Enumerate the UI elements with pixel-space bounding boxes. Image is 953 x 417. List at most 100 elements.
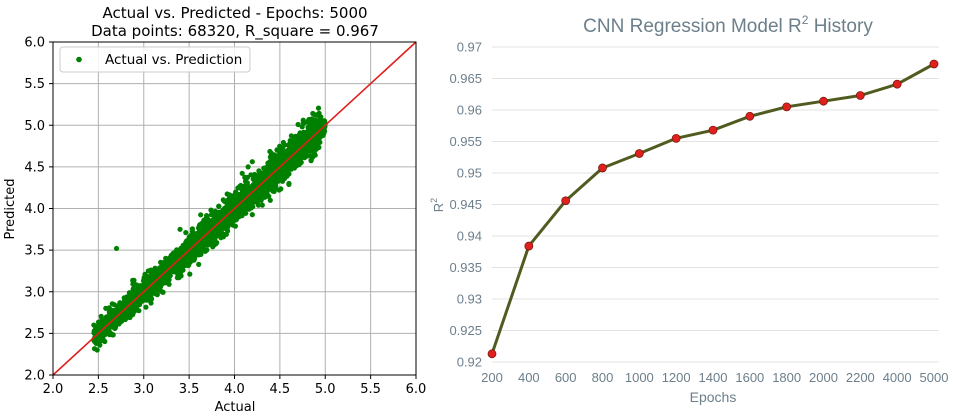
scatter-point bbox=[316, 112, 322, 118]
scatter-point bbox=[122, 315, 128, 321]
scatter-chart: Actual vs. Predicted - Epochs: 5000 Data… bbox=[3, 4, 426, 415]
line-chart-y-tick-label: 0.945 bbox=[449, 197, 482, 212]
line-chart-y-tick-label: 0.95 bbox=[457, 166, 482, 181]
scatter-point bbox=[202, 241, 208, 247]
r2-history-line bbox=[490, 62, 935, 355]
scatter-point bbox=[295, 121, 301, 128]
scatter-point bbox=[303, 133, 309, 139]
scatter-point bbox=[241, 183, 247, 189]
scatter-point bbox=[192, 252, 198, 258]
scatter-point bbox=[259, 202, 265, 208]
r2-data-point bbox=[819, 96, 828, 106]
scatter-y-tick-label: 5.0 bbox=[24, 119, 45, 134]
scatter-point bbox=[157, 268, 163, 274]
scatter-point bbox=[249, 212, 255, 218]
scatter-point bbox=[191, 234, 198, 240]
line-chart-x-tick-label: 400 bbox=[518, 370, 540, 385]
line-chart-y-ticks: 0.92 0.925 0.93 0.935 0.94 0.945 0.95 0.955 0.96… bbox=[449, 40, 482, 370]
scatter-point bbox=[145, 268, 151, 274]
scatter-point bbox=[286, 180, 292, 187]
scatter-point bbox=[186, 254, 192, 260]
scatter-point bbox=[271, 157, 277, 163]
scatter-point bbox=[245, 164, 251, 170]
scatter-point bbox=[280, 173, 286, 179]
line-chart-x-tick-label: 1000 bbox=[625, 370, 654, 385]
scatter-y-tick-label: 5.5 bbox=[24, 77, 45, 92]
scatter-point bbox=[141, 282, 147, 288]
scatter-point bbox=[249, 159, 255, 165]
scatter-point bbox=[275, 178, 281, 184]
scatter-point bbox=[260, 188, 266, 195]
scatter-x-tick-label: 3.0 bbox=[133, 382, 154, 397]
scatter-point bbox=[187, 271, 193, 277]
line-chart-x-tick-label: 2200 bbox=[846, 370, 875, 385]
scatter-point bbox=[208, 207, 214, 213]
scatter-point bbox=[228, 220, 234, 227]
r2-data-point bbox=[671, 133, 681, 143]
r2-data-point bbox=[634, 149, 644, 158]
scatter-x-tick-label: 4.0 bbox=[224, 382, 245, 397]
r2-history-markers bbox=[487, 59, 939, 359]
scatter-point bbox=[189, 229, 196, 235]
line-chart-x-tick-label: 800 bbox=[592, 370, 614, 385]
line-chart-y-tick-label: 0.94 bbox=[457, 229, 482, 244]
scatter-point bbox=[149, 289, 155, 296]
scatter-point bbox=[160, 263, 167, 269]
scatter-point bbox=[127, 314, 133, 321]
scatter-point bbox=[315, 105, 322, 111]
scatter-point bbox=[290, 140, 296, 146]
scatter-point bbox=[108, 307, 114, 313]
scatter-point bbox=[302, 155, 308, 161]
line-chart-x-tick-label: 2000 bbox=[809, 370, 838, 385]
r2-data-point bbox=[708, 125, 718, 135]
scatter-legend: Actual vs. Prediction bbox=[59, 46, 251, 73]
scatter-point bbox=[98, 313, 104, 319]
line-chart-x-tick-label: 4000 bbox=[883, 370, 912, 385]
scatter-points bbox=[91, 105, 328, 353]
scatter-point bbox=[183, 230, 189, 236]
scatter-point bbox=[280, 151, 286, 157]
scatter-point bbox=[301, 120, 307, 126]
line-chart-x-tick-label: 600 bbox=[555, 370, 577, 385]
scatter-point bbox=[242, 174, 248, 180]
scatter-point bbox=[273, 183, 279, 189]
line-chart-y-tick-label: 0.96 bbox=[457, 103, 482, 118]
scatter-point bbox=[310, 127, 316, 133]
scatter-point bbox=[260, 194, 266, 200]
line-chart-x-tick-label: 200 bbox=[481, 370, 503, 385]
scatter-point bbox=[308, 120, 314, 126]
scatter-point bbox=[148, 300, 154, 306]
scatter-point bbox=[252, 176, 258, 182]
scatter-point bbox=[251, 182, 257, 188]
scatter-point bbox=[233, 212, 239, 218]
scatter-point bbox=[279, 178, 286, 184]
scatter-point bbox=[293, 145, 299, 151]
scatter-x-ticks: 2.0 2.5 3.0 3.5 4.0 4.5 5.0 5.5 6.0 bbox=[43, 375, 426, 397]
legend-label: Actual vs. Prediction bbox=[105, 52, 242, 68]
scatter-point bbox=[101, 321, 107, 328]
scatter-point bbox=[311, 142, 317, 149]
scatter-point bbox=[268, 186, 274, 192]
scatter-point bbox=[218, 235, 224, 241]
scatter-point bbox=[143, 292, 149, 298]
scatter-point bbox=[134, 287, 141, 293]
scatter-point bbox=[301, 145, 308, 151]
scatter-point bbox=[204, 213, 210, 219]
scatter-point bbox=[113, 245, 120, 252]
scatter-point bbox=[212, 217, 218, 223]
scatter-point bbox=[317, 123, 323, 129]
identity-reference-line bbox=[52, 41, 417, 376]
scatter-point bbox=[200, 229, 206, 235]
scatter-point bbox=[215, 209, 221, 215]
scatter-point bbox=[297, 151, 303, 157]
scatter-point bbox=[111, 302, 117, 308]
scatter-point bbox=[96, 322, 102, 328]
line-chart-y-tick-label: 0.955 bbox=[449, 134, 482, 149]
scatter-point bbox=[248, 195, 254, 201]
r2-data-point bbox=[487, 349, 497, 359]
line-chart: CNN Regression Model R2 History 0.920.92… bbox=[430, 13, 948, 405]
scatter-point bbox=[271, 163, 277, 169]
r2-data-point bbox=[782, 102, 792, 112]
scatter-point bbox=[209, 221, 215, 227]
scatter-point bbox=[267, 197, 273, 203]
